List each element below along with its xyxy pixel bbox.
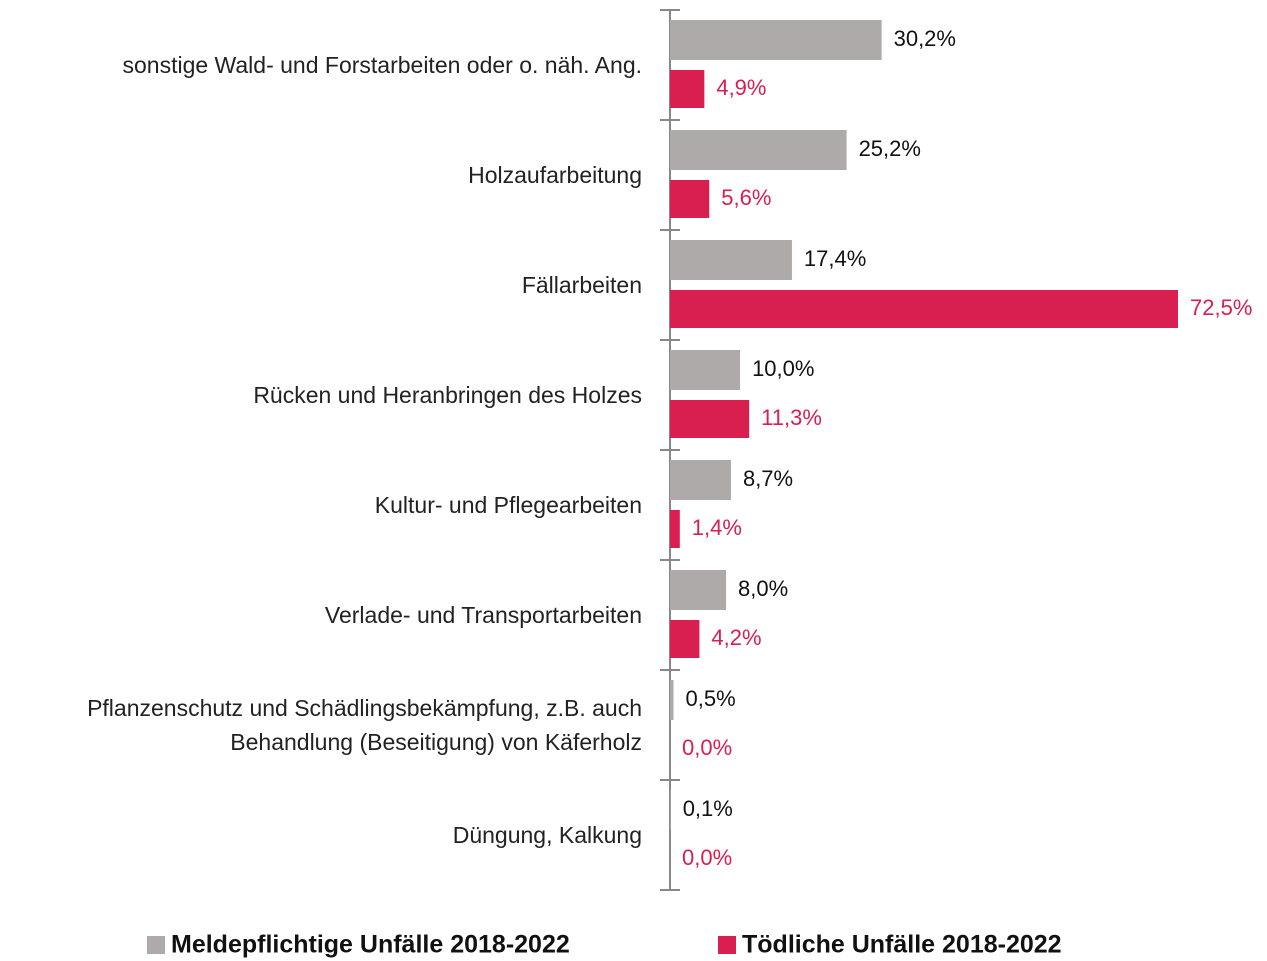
value-label: 0,0% [682, 845, 732, 870]
bar [670, 790, 671, 830]
bar [670, 70, 705, 108]
value-label: 0,0% [682, 735, 732, 760]
value-label: 5,6% [721, 185, 771, 210]
bar [670, 570, 727, 610]
category-label: Fällarbeiten [521, 272, 642, 298]
bar [670, 180, 710, 218]
category-label: sonstige Wald- und Forstarbeiten oder o.… [122, 52, 642, 78]
value-label: 4,2% [711, 625, 761, 650]
value-label: 30,2% [894, 26, 956, 51]
bar [670, 130, 847, 170]
legend-label: Meldepflichtige Unfälle 2018-2022 [171, 931, 570, 959]
bar [670, 510, 680, 548]
value-label: 17,4% [804, 246, 866, 271]
value-label: 8,0% [738, 576, 788, 601]
category-label: Rücken und Heranbringen des Holzes [253, 382, 642, 408]
category-label: Holzaufarbeitung [468, 162, 642, 188]
category-label: Verlade- und Transportarbeiten [324, 602, 642, 628]
value-label: 10,0% [752, 356, 814, 381]
value-label: 4,9% [716, 75, 766, 100]
legend-label: Tödliche Unfälle 2018-2022 [742, 931, 1062, 959]
value-label: 11,3% [761, 405, 822, 430]
value-label: 1,4% [692, 515, 742, 540]
bar [670, 400, 750, 438]
bar [670, 20, 882, 60]
bar [670, 240, 792, 280]
bar [670, 620, 700, 658]
legend-swatch [147, 936, 165, 954]
category-label: Kultur- und Pflegearbeiten [374, 492, 642, 518]
value-label: 25,2% [859, 136, 921, 161]
bar [670, 290, 1178, 328]
bar [670, 460, 731, 500]
value-label: 8,7% [743, 466, 793, 491]
category-label: Pflanzenschutz und Schädlingsbekämpfung,… [87, 695, 642, 755]
value-label: 0,5% [686, 686, 736, 711]
value-label: 0,1% [683, 796, 733, 821]
bar [670, 350, 741, 390]
value-label: 72,5% [1190, 295, 1252, 320]
category-label: Düngung, Kalkung [452, 822, 642, 848]
bar [670, 680, 674, 720]
legend-swatch [718, 936, 736, 954]
